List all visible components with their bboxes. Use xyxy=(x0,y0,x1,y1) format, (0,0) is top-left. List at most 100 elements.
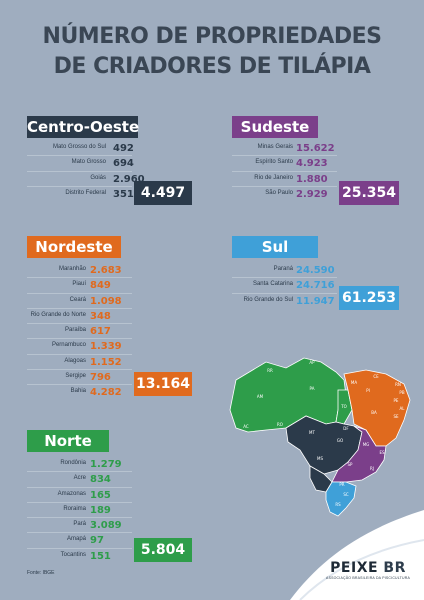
row-santa-catarina: Santa Catarina 24.716 xyxy=(232,278,337,294)
state-value: 11.947 xyxy=(296,295,335,307)
region-rows-sul: Paraná 24.590 Santa Catarina 24.716 Rio Gr… xyxy=(232,263,337,309)
total-nordeste: 13.164 xyxy=(134,372,192,396)
state-value: 2.960 xyxy=(113,173,145,185)
state-value: 1.339 xyxy=(90,341,122,353)
region-title-sudeste: Sudeste xyxy=(232,116,318,138)
logo-subtitle: ASSOCIAÇÃO BRASILEIRA DA PISCICULTURA xyxy=(326,576,410,580)
row-tocantins: Tocantins 151 xyxy=(27,549,132,564)
state-name: Distrito Federal xyxy=(65,189,106,196)
state-value: 351 xyxy=(113,188,134,200)
state-value: 1.279 xyxy=(90,459,122,470)
state-name: Goiás xyxy=(90,174,106,181)
state-name: Amazonas xyxy=(57,490,86,497)
logo-accent: BR xyxy=(383,560,406,576)
row-ceara: Ceará 1.098 xyxy=(27,294,132,309)
state-value: 1.880 xyxy=(296,173,328,185)
map-label: PB xyxy=(399,390,404,395)
row-mato-grosso: Mato Grosso 694 xyxy=(27,156,134,172)
state-name: Amapá xyxy=(66,536,86,543)
map-label: DF xyxy=(343,426,349,431)
state-name: Espírito Santo xyxy=(255,159,293,166)
map-label: AP xyxy=(309,360,315,365)
state-name: Paraíba xyxy=(64,327,86,334)
map-label: AM xyxy=(257,394,264,399)
map-label: BA xyxy=(371,410,377,415)
state-value: 2.929 xyxy=(296,188,328,200)
row-para: Pará 3.089 xyxy=(27,518,132,534)
region-title-sul: Sul xyxy=(232,236,318,258)
map-label: MS xyxy=(317,456,323,461)
region-rows-norte: Rondônia 1.279 Acre 834 Amazonas 165 Roraim… xyxy=(27,457,132,564)
map-label: MA xyxy=(351,380,357,385)
total-sudeste: 25.354 xyxy=(339,181,399,205)
state-name: Rondônia xyxy=(60,460,86,466)
state-name: Tocantins xyxy=(60,551,86,558)
brazil-map: RR AP AM PA MA CE RN PB PI PE AL SE TO B… xyxy=(229,357,411,517)
state-name: Piauí xyxy=(72,281,86,288)
row-rio-de-janeiro: Rio de Janeiro 1.880 xyxy=(232,172,337,187)
row-paraiba: Paraíba 617 xyxy=(27,324,132,340)
state-name: Mato Grosso xyxy=(71,159,106,166)
state-name: Rio Grande do Sul xyxy=(243,296,293,303)
map-label: MT xyxy=(309,430,315,435)
state-value: 24.716 xyxy=(296,280,335,292)
map-label: PE xyxy=(394,398,399,403)
region-title-centro-oeste: Centro-Oeste xyxy=(27,116,140,138)
row-sao-paulo: São Paulo 2.929 xyxy=(232,187,337,202)
state-name: Sergipe xyxy=(65,373,86,380)
state-name: Alagoas xyxy=(64,357,86,364)
row-rio-grande-do-norte: Rio Grande do Norte 348 xyxy=(27,309,132,325)
state-value: 1.098 xyxy=(90,295,122,307)
total-norte: 5.804 xyxy=(134,538,192,562)
map-label: PI xyxy=(366,388,370,393)
state-value: 834 xyxy=(90,474,111,486)
total-sul: 61.253 xyxy=(339,286,399,310)
state-name: Rio de Janeiro xyxy=(254,174,293,181)
state-name: Mato Grosso do Sul xyxy=(52,144,106,150)
state-value: 617 xyxy=(90,326,111,338)
state-value: 796 xyxy=(90,372,111,384)
map-label: PR xyxy=(339,482,344,487)
state-value: 24.590 xyxy=(296,265,335,276)
row-roraima: Roraima 189 xyxy=(27,503,132,519)
logo-text: PEIXE BR xyxy=(326,560,410,576)
map-label: ES xyxy=(379,450,385,455)
state-value: 1.152 xyxy=(90,356,122,368)
state-name: Pará xyxy=(73,521,86,528)
state-value: 348 xyxy=(90,310,111,322)
state-value: 4.282 xyxy=(90,387,122,399)
map-label: RJ xyxy=(370,466,374,471)
region-title-nordeste: Nordeste xyxy=(27,236,121,258)
state-name: Rio Grande do Norte xyxy=(30,311,86,318)
row-alagoas: Alagoas 1.152 xyxy=(27,355,132,371)
row-rio-grande-do-sul: Rio Grande do Sul 11.947 xyxy=(232,294,337,309)
row-bahia: Bahia 4.282 xyxy=(27,385,132,400)
region-rows-centro-oeste: Mato Grosso do Sul 492 Mato Grosso 694 Goi… xyxy=(27,141,145,202)
row-amazonas: Amazonas 165 xyxy=(27,488,132,503)
page-title: NÚMERO DE PROPRIEDADES DE CRIADORES DE T… xyxy=(0,22,424,82)
row-distrito-federal: Distrito Federal 351 xyxy=(27,187,134,202)
row-amapa: Amapá 97 xyxy=(27,533,132,549)
row-goias: Goiás 2.960 xyxy=(27,172,145,187)
map-region-sul xyxy=(325,481,357,517)
map-label: TO xyxy=(340,404,347,409)
map-label: RS xyxy=(335,502,341,507)
map-label: AC xyxy=(243,424,249,429)
row-piaui: Piauí 849 xyxy=(27,278,132,294)
map-region-norte xyxy=(229,357,347,433)
state-value: 97 xyxy=(90,535,104,547)
state-value: 694 xyxy=(113,158,134,170)
row-rondonia: Rondônia 1.279 xyxy=(27,457,132,473)
logo-main: PEIXE xyxy=(330,560,379,576)
row-parana: Paraná 24.590 xyxy=(232,263,337,279)
state-name: Roraima xyxy=(63,505,86,512)
state-value: 189 xyxy=(90,504,111,516)
map-label: MG xyxy=(363,442,370,447)
map-label: SE xyxy=(393,414,399,419)
map-label: RN xyxy=(395,382,401,387)
map-region-sudeste xyxy=(331,425,387,483)
row-maranhao: Maranhão 2.683 xyxy=(27,263,132,279)
map-region-nordeste xyxy=(343,369,411,447)
state-name: Paraná xyxy=(273,266,293,272)
map-label: RR xyxy=(267,368,273,373)
